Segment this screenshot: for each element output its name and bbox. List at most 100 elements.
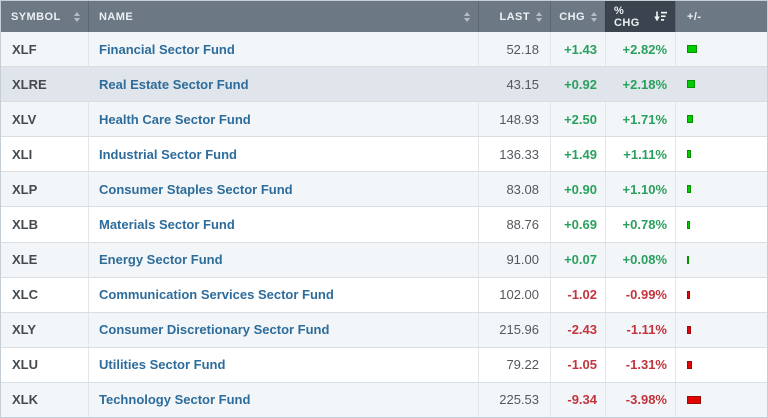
change-magnitude-bar [687, 115, 693, 124]
table-row[interactable]: XLI Industrial Sector Fund 136.33 +1.49 … [1, 136, 767, 172]
column-header-chg[interactable]: CHG [550, 1, 605, 32]
column-header-last[interactable]: LAST [478, 1, 550, 32]
symbol-cell: XLU [12, 357, 38, 373]
change-cell: -1.05 [550, 347, 605, 382]
fund-name-link[interactable]: Materials Sector Fund [88, 207, 478, 242]
symbol-cell: XLK [12, 392, 38, 408]
sort-icon[interactable] [464, 11, 470, 22]
change-bar-cell [675, 67, 767, 102]
percent-change-cell: -1.31% [605, 347, 675, 382]
last-price-cell: 79.22 [478, 347, 550, 382]
fund-name-link[interactable]: Financial Sector Fund [88, 32, 478, 67]
last-price-cell: 215.96 [478, 312, 550, 347]
column-header-last-label: LAST [499, 10, 530, 23]
symbol-cell: XLY [12, 322, 37, 338]
sort-icon[interactable] [536, 11, 542, 22]
percent-change-cell: +2.18% [605, 67, 675, 102]
fund-name-link[interactable]: Real Estate Sector Fund [88, 67, 478, 102]
change-bar-cell [675, 102, 767, 137]
last-price-cell: 83.08 [478, 172, 550, 207]
symbol-cell: XLC [12, 287, 38, 303]
change-magnitude-bar [687, 80, 695, 89]
percent-change-cell: +2.82% [605, 32, 675, 67]
symbol-cell: XLI [12, 146, 33, 162]
percent-change-cell: +1.11% [605, 137, 675, 172]
column-header-chg-label: CHG [559, 10, 585, 23]
column-header-pct-chg[interactable]: % CHG [605, 1, 675, 32]
fund-name-link[interactable]: Utilities Sector Fund [88, 347, 478, 382]
change-cell: +0.90 [550, 172, 605, 207]
table-row[interactable]: XLK Technology Sector Fund 225.53 -9.34 … [1, 381, 767, 417]
symbol-cell: XLF [12, 41, 37, 57]
table-row[interactable]: XLP Consumer Staples Sector Fund 83.08 +… [1, 171, 767, 207]
last-price-cell: 148.93 [478, 102, 550, 137]
last-price-cell: 88.76 [478, 207, 550, 242]
fund-name-link[interactable]: Consumer Discretionary Sector Fund [88, 312, 478, 347]
symbol-cell: XLP [12, 181, 38, 197]
last-price-cell: 102.00 [478, 277, 550, 312]
percent-change-cell: +0.78% [605, 207, 675, 242]
change-bar-cell [675, 32, 767, 67]
percent-change-cell: +1.10% [605, 172, 675, 207]
last-price-cell: 136.33 [478, 137, 550, 172]
table-row[interactable]: XLV Health Care Sector Fund 148.93 +2.50… [1, 101, 767, 137]
change-bar-cell [675, 382, 767, 417]
change-cell: +0.92 [550, 67, 605, 102]
symbol-cell: XLE [12, 252, 38, 268]
percent-change-cell: +1.71% [605, 102, 675, 137]
column-header-symbol[interactable]: SYMBOL [1, 1, 88, 32]
symbol-cell: XLRE [12, 76, 47, 92]
change-magnitude-bar [687, 45, 697, 54]
change-magnitude-bar [687, 220, 690, 229]
sort-icon[interactable] [74, 11, 80, 22]
sort-icon[interactable] [591, 11, 597, 22]
column-header-symbol-label: SYMBOL [11, 10, 61, 23]
change-magnitude-bar [687, 325, 691, 334]
change-bar-cell [675, 312, 767, 347]
fund-name-link[interactable]: Communication Services Sector Fund [88, 277, 478, 312]
fund-name-link[interactable]: Industrial Sector Fund [88, 137, 478, 172]
change-bar-cell [675, 242, 767, 277]
change-bar-cell [675, 347, 767, 382]
percent-change-cell: +0.08% [605, 242, 675, 277]
symbol-cell: XLV [12, 111, 37, 127]
sort-descending-icon[interactable] [654, 11, 667, 22]
change-magnitude-bar [687, 150, 691, 159]
change-cell: -1.02 [550, 277, 605, 312]
column-header-name-label: NAME [99, 10, 134, 23]
table-row[interactable]: XLC Communication Services Sector Fund 1… [1, 276, 767, 312]
table-row[interactable]: XLE Energy Sector Fund 91.00 +0.07 +0.08… [1, 241, 767, 277]
last-price-cell: 52.18 [478, 32, 550, 67]
table-row[interactable]: XLY Consumer Discretionary Sector Fund 2… [1, 311, 767, 347]
change-magnitude-bar [687, 360, 692, 369]
column-header-name[interactable]: NAME [88, 1, 478, 32]
percent-change-cell: -1.11% [605, 312, 675, 347]
fund-name-link[interactable]: Health Care Sector Fund [88, 102, 478, 137]
table-row[interactable]: XLF Financial Sector Fund 52.18 +1.43 +2… [1, 32, 767, 67]
change-cell: +2.50 [550, 102, 605, 137]
column-header-plus-minus: +/- [675, 1, 767, 32]
table-row[interactable]: XLU Utilities Sector Fund 79.22 -1.05 -1… [1, 346, 767, 382]
column-header-plus-minus-label: +/- [687, 10, 702, 23]
percent-change-cell: -0.99% [605, 277, 675, 312]
change-cell: -9.34 [550, 382, 605, 417]
change-cell: +0.07 [550, 242, 605, 277]
change-bar-cell [675, 207, 767, 242]
table-row[interactable]: XLB Materials Sector Fund 88.76 +0.69 +0… [1, 206, 767, 242]
fund-name-link[interactable]: Energy Sector Fund [88, 242, 478, 277]
change-cell: +0.69 [550, 207, 605, 242]
percent-change-cell: -3.98% [605, 382, 675, 417]
last-price-cell: 91.00 [478, 242, 550, 277]
change-bar-cell [675, 137, 767, 172]
table-row[interactable]: XLRE Real Estate Sector Fund 43.15 +0.92… [1, 66, 767, 102]
change-bar-cell [675, 172, 767, 207]
table-body: XLF Financial Sector Fund 52.18 +1.43 +2… [1, 32, 767, 417]
fund-name-link[interactable]: Technology Sector Fund [88, 382, 478, 417]
change-magnitude-bar [687, 185, 691, 194]
last-price-cell: 225.53 [478, 382, 550, 417]
change-cell: +1.43 [550, 32, 605, 67]
symbol-cell: XLB [12, 217, 38, 233]
change-cell: -2.43 [550, 312, 605, 347]
fund-name-link[interactable]: Consumer Staples Sector Fund [88, 172, 478, 207]
